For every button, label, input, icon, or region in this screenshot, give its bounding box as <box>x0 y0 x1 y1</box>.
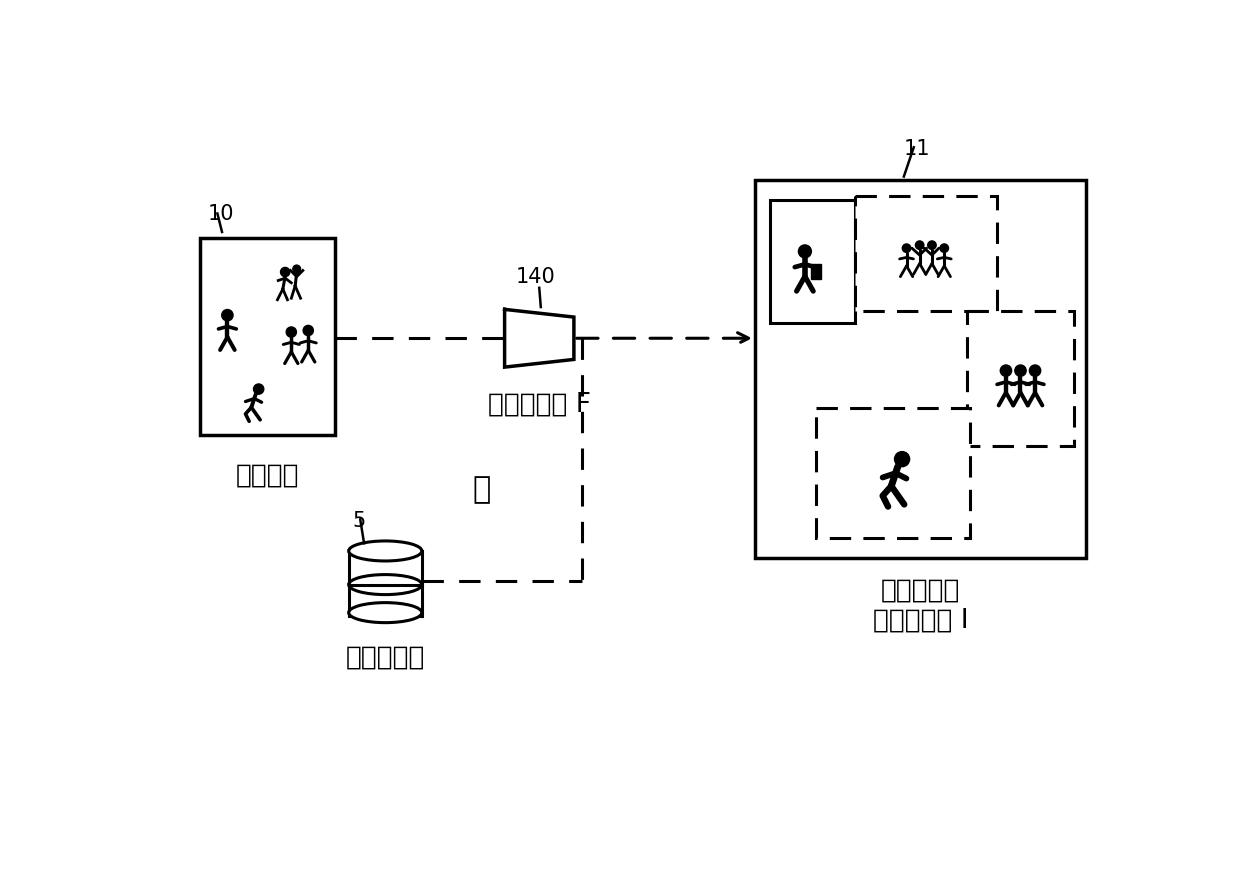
Bar <box>755 182 1086 558</box>
Text: 10: 10 <box>208 204 234 224</box>
Circle shape <box>915 242 924 250</box>
Circle shape <box>280 269 290 277</box>
Bar <box>816 408 971 539</box>
Circle shape <box>940 245 949 253</box>
Circle shape <box>928 242 936 250</box>
Circle shape <box>894 452 910 468</box>
Circle shape <box>222 310 233 322</box>
Circle shape <box>293 266 300 274</box>
Text: 行人检测器 F: 行人检测器 F <box>487 391 590 417</box>
Circle shape <box>1014 366 1027 377</box>
Circle shape <box>903 245 910 253</box>
Text: 测试图像: 测试图像 <box>236 462 299 488</box>
Bar <box>854 196 997 312</box>
Text: 具备边界框
的训练图像 I: 具备边界框 的训练图像 I <box>873 577 968 634</box>
Bar <box>201 239 335 435</box>
Text: 或: 或 <box>472 474 491 503</box>
Text: 140: 140 <box>516 267 556 287</box>
Circle shape <box>1029 366 1040 377</box>
Circle shape <box>286 328 296 338</box>
Bar <box>967 312 1074 447</box>
Ellipse shape <box>348 603 422 623</box>
Circle shape <box>1001 366 1012 377</box>
Bar <box>811 265 821 280</box>
Text: 5: 5 <box>352 511 366 531</box>
Polygon shape <box>505 310 574 368</box>
Circle shape <box>303 326 314 336</box>
Text: 11: 11 <box>904 139 930 159</box>
Circle shape <box>799 246 811 259</box>
Text: 训练数据库: 训练数据库 <box>346 644 425 670</box>
Bar <box>770 201 854 323</box>
Circle shape <box>253 384 264 395</box>
Bar <box>348 551 422 616</box>
Ellipse shape <box>348 541 422 561</box>
